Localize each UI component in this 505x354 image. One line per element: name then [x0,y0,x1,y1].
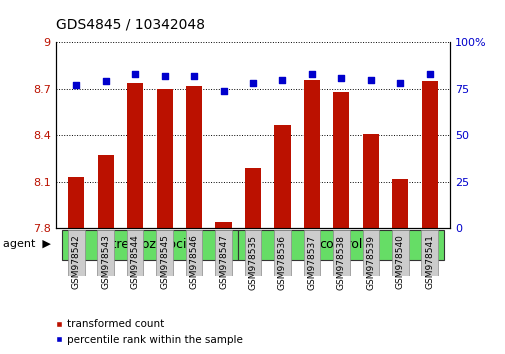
Bar [68,230,84,276]
Bar [391,230,408,276]
Text: GSM978544: GSM978544 [130,235,139,289]
Point [425,71,433,77]
Bar [97,230,114,276]
Text: GSM978536: GSM978536 [277,235,286,290]
Bar [186,86,202,228]
Text: GSM978545: GSM978545 [160,235,169,290]
Bar [303,80,319,228]
Bar [68,177,84,228]
Bar [303,230,320,276]
Point [160,73,168,79]
Text: GSM978542: GSM978542 [72,235,81,289]
Bar [332,230,349,276]
Text: GSM978543: GSM978543 [101,235,110,290]
Text: GSM978538: GSM978538 [336,235,345,290]
Point [102,79,110,84]
Bar [333,92,349,228]
Text: GSM978541: GSM978541 [424,235,433,290]
Bar [215,222,231,228]
Bar [244,168,261,228]
Point [190,73,198,79]
Bar [127,230,143,276]
Bar [127,83,143,228]
Bar [156,230,173,276]
Point [307,71,315,77]
Bar [362,230,378,276]
Text: GSM978539: GSM978539 [366,235,375,290]
Point [219,88,227,93]
Text: agent  ▶: agent ▶ [3,239,50,250]
Text: GSM978547: GSM978547 [219,235,228,290]
Bar [244,230,261,276]
Bar [215,230,231,276]
Legend: transformed count, percentile rank within the sample: transformed count, percentile rank withi… [50,315,247,349]
Bar [156,89,172,228]
Point [366,77,374,82]
Text: GSM978535: GSM978535 [248,235,257,290]
Point [337,75,345,81]
Bar [274,230,290,276]
Point [131,71,139,77]
Bar [362,134,378,228]
Point [248,80,257,86]
Text: GSM978540: GSM978540 [395,235,404,290]
Bar [421,230,437,276]
Bar [421,81,437,228]
Text: GDS4845 / 10342048: GDS4845 / 10342048 [56,18,204,32]
Point [278,77,286,82]
Text: GSM978537: GSM978537 [307,235,316,290]
Point [395,80,403,86]
Text: control: control [319,238,362,251]
Text: GSM978546: GSM978546 [189,235,198,290]
Bar [185,230,202,276]
Bar [62,230,238,260]
Bar [97,155,114,228]
Bar [238,230,443,260]
Bar [274,125,290,228]
Bar [391,179,408,228]
Text: streptozotocin: streptozotocin [105,238,194,251]
Point [72,82,80,88]
